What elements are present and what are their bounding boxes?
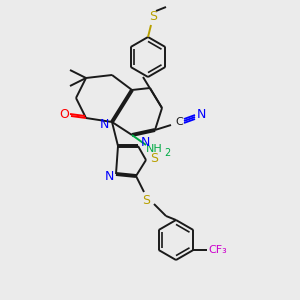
- Text: N: N: [196, 107, 206, 121]
- Text: 2: 2: [164, 148, 170, 158]
- Text: S: S: [150, 152, 158, 164]
- Text: N: N: [104, 170, 114, 184]
- Text: NH: NH: [146, 144, 162, 154]
- Text: S: S: [149, 11, 157, 23]
- Text: N: N: [140, 136, 150, 148]
- Text: C: C: [175, 117, 183, 127]
- Text: CF₃: CF₃: [208, 245, 227, 255]
- Text: N: N: [99, 118, 109, 131]
- Text: O: O: [59, 109, 69, 122]
- Text: S: S: [142, 194, 150, 206]
